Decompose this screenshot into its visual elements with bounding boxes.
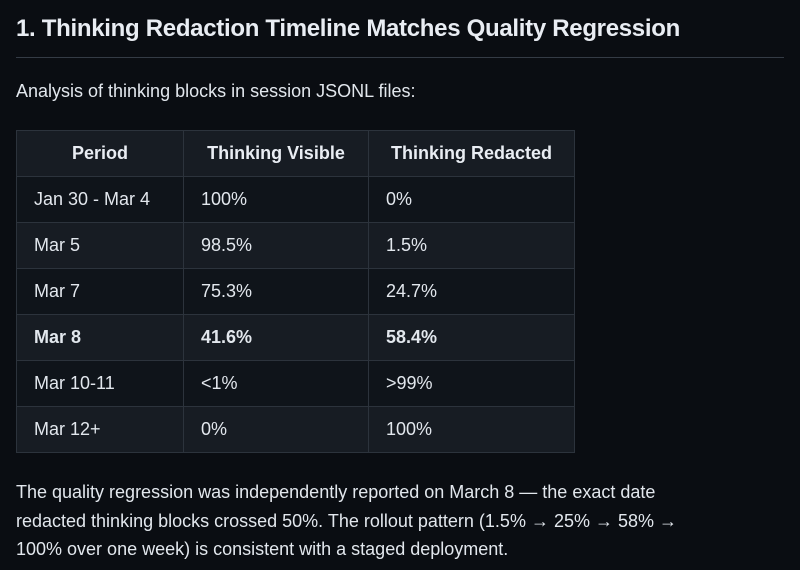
cell-redacted: 1.5% <box>368 222 575 269</box>
cell-visible: 41.6% <box>183 314 369 361</box>
cell-period: Mar 12+ <box>16 406 184 453</box>
cell-redacted: >99% <box>368 360 575 407</box>
cell-redacted: 0% <box>368 176 575 223</box>
cell-period: Mar 7 <box>16 268 184 315</box>
cell-period: Mar 8 <box>16 314 184 361</box>
cell-visible: 0% <box>183 406 369 453</box>
column-header-period: Period <box>16 130 184 177</box>
table-row: Mar 5 98.5% 1.5% <box>16 222 575 269</box>
redaction-table: Period Thinking Visible Thinking Redacte… <box>16 130 575 453</box>
cell-visible: <1% <box>183 360 369 407</box>
conclusion-paragraph: The quality regression was independently… <box>16 482 678 559</box>
cell-period: Mar 10-11 <box>16 360 184 407</box>
section-heading: 1. Thinking Redaction Timeline Matches Q… <box>16 14 784 58</box>
cell-period: Mar 5 <box>16 222 184 269</box>
cell-visible: 98.5% <box>183 222 369 269</box>
column-header-visible: Thinking Visible <box>183 130 369 177</box>
table-row: Mar 7 75.3% 24.7% <box>16 268 575 315</box>
cell-redacted: 24.7% <box>368 268 575 315</box>
cell-redacted: 58.4% <box>368 314 575 361</box>
intro-paragraph: Analysis of thinking blocks in session J… <box>16 81 416 101</box>
cell-visible: 75.3% <box>183 268 369 315</box>
column-header-redacted: Thinking Redacted <box>368 130 575 177</box>
table-row: Mar 10-11 <1% >99% <box>16 360 575 407</box>
cell-period: Jan 30 - Mar 4 <box>16 176 184 223</box>
cell-redacted: 100% <box>368 406 575 453</box>
table-row: Mar 12+ 0% 100% <box>16 406 575 453</box>
table-row-highlighted: Mar 8 41.6% 58.4% <box>16 314 575 361</box>
table-row: Jan 30 - Mar 4 100% 0% <box>16 176 575 223</box>
table-header-row: Period Thinking Visible Thinking Redacte… <box>16 130 575 177</box>
cell-visible: 100% <box>183 176 369 223</box>
